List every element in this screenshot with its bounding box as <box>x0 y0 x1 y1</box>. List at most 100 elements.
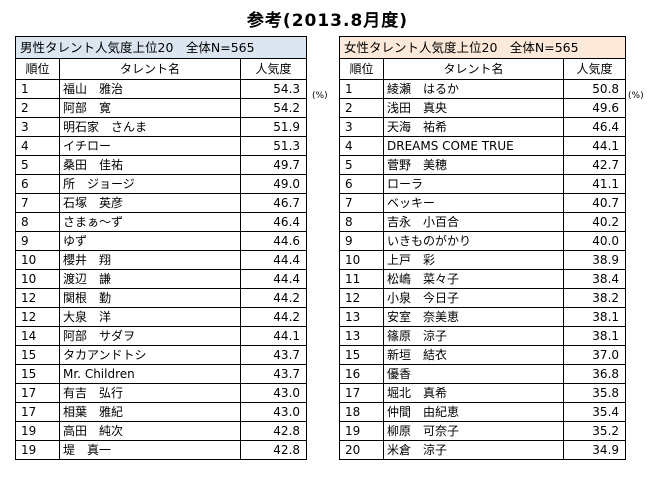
talent-name-cell: ゆず <box>59 231 241 251</box>
female-unit-label: (%) <box>628 91 644 101</box>
talent-name-cell: 浅田 真央 <box>383 98 564 118</box>
popularity-cell: 36.8 <box>562 364 627 384</box>
table-row: 12 関根 勤 44.2 <box>15 288 308 308</box>
table-row: 12 大泉 洋 44.2 <box>15 307 308 327</box>
rank-cell: 14 <box>15 326 60 346</box>
table-row: 12 小泉 今日子 38.2 <box>339 288 627 308</box>
talent-name-cell: 渡辺 謙 <box>59 269 241 289</box>
popularity-cell: 42.8 <box>239 421 308 441</box>
talent-name-cell: 天海 祐希 <box>383 117 564 137</box>
table-row: 13 安室 奈美恵 38.1 <box>339 307 627 327</box>
popularity-cell: 46.4 <box>562 117 627 137</box>
popularity-cell: 41.1 <box>562 174 627 194</box>
male-column-header-row: 順位 タレント名 人気度 <box>15 58 308 80</box>
male-ranking-table: 男性タレント人気度上位20 全体N=565 順位 タレント名 人気度 1 福山 雅… <box>14 36 308 460</box>
rank-cell: 13 <box>339 307 384 327</box>
popularity-cell: 51.3 <box>239 136 308 156</box>
popularity-cell: 43.0 <box>239 383 308 403</box>
rank-cell: 5 <box>15 155 60 175</box>
talent-name-cell: 阿部 寛 <box>59 98 241 118</box>
table-row: 2 阿部 寛 54.2 <box>15 98 308 118</box>
table-row: 6 ローラ 41.1 <box>339 174 627 194</box>
rank-cell: 8 <box>339 212 384 232</box>
talent-name-cell: 櫻井 翔 <box>59 250 241 270</box>
popularity-cell: 34.9 <box>562 440 627 460</box>
rank-cell: 9 <box>339 231 384 251</box>
popularity-cell: 42.8 <box>239 440 308 460</box>
popularity-cell: 35.2 <box>562 421 627 441</box>
table-row: 9 ゆず 44.6 <box>15 231 308 251</box>
talent-name-cell: 綾瀬 はるか <box>383 79 564 99</box>
female-table-header-row: 女性タレント人気度上位20 全体N=565 <box>338 36 627 59</box>
rank-cell: 10 <box>339 250 384 270</box>
rank-cell: 17 <box>15 402 60 422</box>
female-column-header-row: 順位 タレント名 人気度 <box>339 58 627 80</box>
talent-name-cell: 堤 真一 <box>59 440 241 460</box>
rank-cell: 10 <box>15 250 60 270</box>
rank-cell: 5 <box>339 155 384 175</box>
table-row: 9 いきものがかり 40.0 <box>339 231 627 251</box>
table-row: 16 優香 36.8 <box>339 364 627 384</box>
talent-name-cell: 上戸 彩 <box>383 250 564 270</box>
talent-name-cell: 阿部 サダヲ <box>59 326 241 346</box>
rank-cell: 8 <box>15 212 60 232</box>
rank-cell: 12 <box>15 288 60 308</box>
rank-cell: 2 <box>15 98 60 118</box>
rank-cell: 11 <box>339 269 384 289</box>
table-row: 15 Mr. Children 43.7 <box>15 364 308 384</box>
rank-cell: 19 <box>15 421 60 441</box>
popularity-cell: 40.2 <box>562 212 627 232</box>
page-title: 参考(2013.8月度) <box>246 11 409 31</box>
popularity-cell: 40.0 <box>562 231 627 251</box>
talent-name-cell: 関根 勤 <box>59 288 241 308</box>
table-row: 10 上戸 彩 38.9 <box>339 250 627 270</box>
rank-cell: 4 <box>15 136 60 156</box>
column-header-popularity: 人気度 <box>562 58 627 80</box>
rank-cell: 3 <box>15 117 60 137</box>
popularity-cell: 38.1 <box>562 307 627 327</box>
table-row: 7 ベッキー 40.7 <box>339 193 627 213</box>
popularity-cell: 54.3 <box>239 79 308 99</box>
popularity-cell: 50.8 <box>562 79 627 99</box>
popularity-cell: 42.7 <box>562 155 627 175</box>
table-row: 19 堤 真一 42.8 <box>15 440 308 460</box>
popularity-cell: 44.2 <box>239 288 308 308</box>
table-row: 10 渡辺 謙 44.4 <box>15 269 308 289</box>
popularity-cell: 38.1 <box>562 326 627 346</box>
popularity-cell: 43.7 <box>239 345 308 365</box>
table-row: 4 DREAMS COME TRUE 44.1 <box>339 136 627 156</box>
rank-cell: 13 <box>339 326 384 346</box>
table-row: 4 イチロー 51.3 <box>15 136 308 156</box>
popularity-cell: 38.4 <box>562 269 627 289</box>
table-row: 3 明石家 さんま 51.9 <box>15 117 308 137</box>
popularity-cell: 44.6 <box>239 231 308 251</box>
rank-cell: 19 <box>339 421 384 441</box>
rank-cell: 15 <box>15 345 60 365</box>
rank-cell: 17 <box>339 383 384 403</box>
rank-cell: 2 <box>339 98 384 118</box>
male-table-body: 男性タレント人気度上位20 全体N=565 順位 タレント名 人気度 1 福山 雅… <box>14 36 308 460</box>
column-header-rank: 順位 <box>339 58 384 80</box>
rank-cell: 15 <box>15 364 60 384</box>
table-row: 1 綾瀬 はるか 50.8 <box>339 79 627 99</box>
rank-cell: 10 <box>15 269 60 289</box>
table-row: 11 松嶋 菜々子 38.4 <box>339 269 627 289</box>
rank-cell: 6 <box>339 174 384 194</box>
table-row: 19 高田 純次 42.8 <box>15 421 308 441</box>
popularity-cell: 44.1 <box>562 136 627 156</box>
popularity-cell: 35.4 <box>562 402 627 422</box>
popularity-cell: 49.7 <box>239 155 308 175</box>
table-row: 15 タカアンドトシ 43.7 <box>15 345 308 365</box>
table-row: 8 吉永 小百合 40.2 <box>339 212 627 232</box>
talent-name-cell: 吉永 小百合 <box>383 212 564 232</box>
rank-cell: 9 <box>15 231 60 251</box>
talent-name-cell: イチロー <box>59 136 241 156</box>
column-header-name: タレント名 <box>59 58 241 80</box>
popularity-cell: 43.7 <box>239 364 308 384</box>
talent-name-cell: 仲間 由紀恵 <box>383 402 564 422</box>
talent-name-cell: 相葉 雅紀 <box>59 402 241 422</box>
popularity-cell: 44.1 <box>239 326 308 346</box>
table-row: 17 堀北 真希 35.8 <box>339 383 627 403</box>
popularity-cell: 46.7 <box>239 193 308 213</box>
female-ranking-table: 女性タレント人気度上位20 全体N=565 順位 タレント名 人気度 1 綾瀬 は… <box>338 36 627 460</box>
